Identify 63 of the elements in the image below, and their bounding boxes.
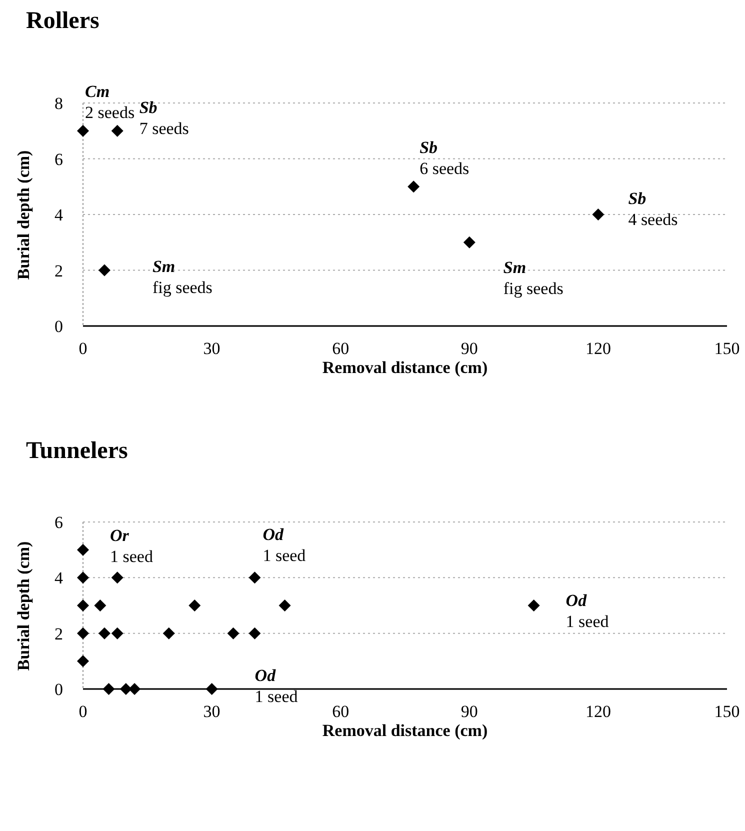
chart-title: Tunnelers <box>26 438 128 465</box>
x-axis-title: Removal distance (cm) <box>321 358 489 378</box>
annotation: Od 1 seed <box>254 665 298 707</box>
annotation: Od 1 seed <box>566 590 609 632</box>
y-tick-label: 6 <box>54 513 63 532</box>
annotation: Cm 2 seeds <box>85 80 135 123</box>
point <box>248 627 261 640</box>
x-tick-label: 0 <box>78 702 88 722</box>
point <box>408 180 420 193</box>
y-axis-title: Burial depth (cm) <box>14 150 34 280</box>
point <box>77 655 89 668</box>
point <box>463 236 476 248</box>
point <box>111 572 124 584</box>
point <box>98 627 110 640</box>
x-tick-label: 150 <box>714 702 740 722</box>
point <box>528 600 540 612</box>
point <box>278 600 291 612</box>
annotation: Sm fig seeds <box>503 257 564 300</box>
annotation: Sm fig seeds <box>152 256 212 298</box>
point <box>77 572 89 584</box>
annotation: Or 1 seed <box>110 524 153 567</box>
point <box>162 627 175 640</box>
y-tick-label: 0 <box>54 317 63 336</box>
point <box>94 600 106 612</box>
point <box>111 627 124 640</box>
y-tick-label: 2 <box>54 261 63 280</box>
point <box>77 124 89 137</box>
x-axis-title: Removal distance (cm) <box>321 721 489 741</box>
y-tick-label: 8 <box>54 94 63 114</box>
x-tick-label: 90 <box>460 339 478 358</box>
annotation: Sb 6 seeds <box>420 136 470 179</box>
point <box>77 600 89 612</box>
point <box>102 683 115 695</box>
point <box>128 683 141 695</box>
point <box>248 572 261 584</box>
point <box>77 627 89 640</box>
point <box>98 264 110 276</box>
x-tick-label: 150 <box>714 339 740 358</box>
y-tick-label: 4 <box>54 206 64 225</box>
y-axis-title: Burial depth (cm) <box>14 540 34 670</box>
annotation: Od 1 seed <box>262 524 306 566</box>
y-tick-label: 0 <box>54 680 63 700</box>
annotation: Sb 4 seeds <box>628 188 678 230</box>
point <box>227 627 240 640</box>
chart-title: Rollers <box>26 8 100 35</box>
x-tick-label: 120 <box>585 339 611 358</box>
y-tick-label: 2 <box>54 624 63 644</box>
point <box>188 600 201 612</box>
y-tick-label: 6 <box>54 150 63 169</box>
x-tick-label: 60 <box>332 702 350 722</box>
point <box>592 208 604 220</box>
x-tick-label: 30 <box>203 702 220 722</box>
x-tick-label: 90 <box>460 702 478 722</box>
x-tick-label: 60 <box>332 339 350 358</box>
point <box>77 544 89 556</box>
point <box>206 683 218 695</box>
annotation: Sb 7 seeds <box>139 96 189 139</box>
x-tick-label: 120 <box>585 702 611 722</box>
x-tick-label: 0 <box>78 339 88 358</box>
point <box>111 124 124 137</box>
point <box>120 683 132 695</box>
y-tick-label: 4 <box>54 568 64 588</box>
x-tick-label: 30 <box>203 339 220 358</box>
